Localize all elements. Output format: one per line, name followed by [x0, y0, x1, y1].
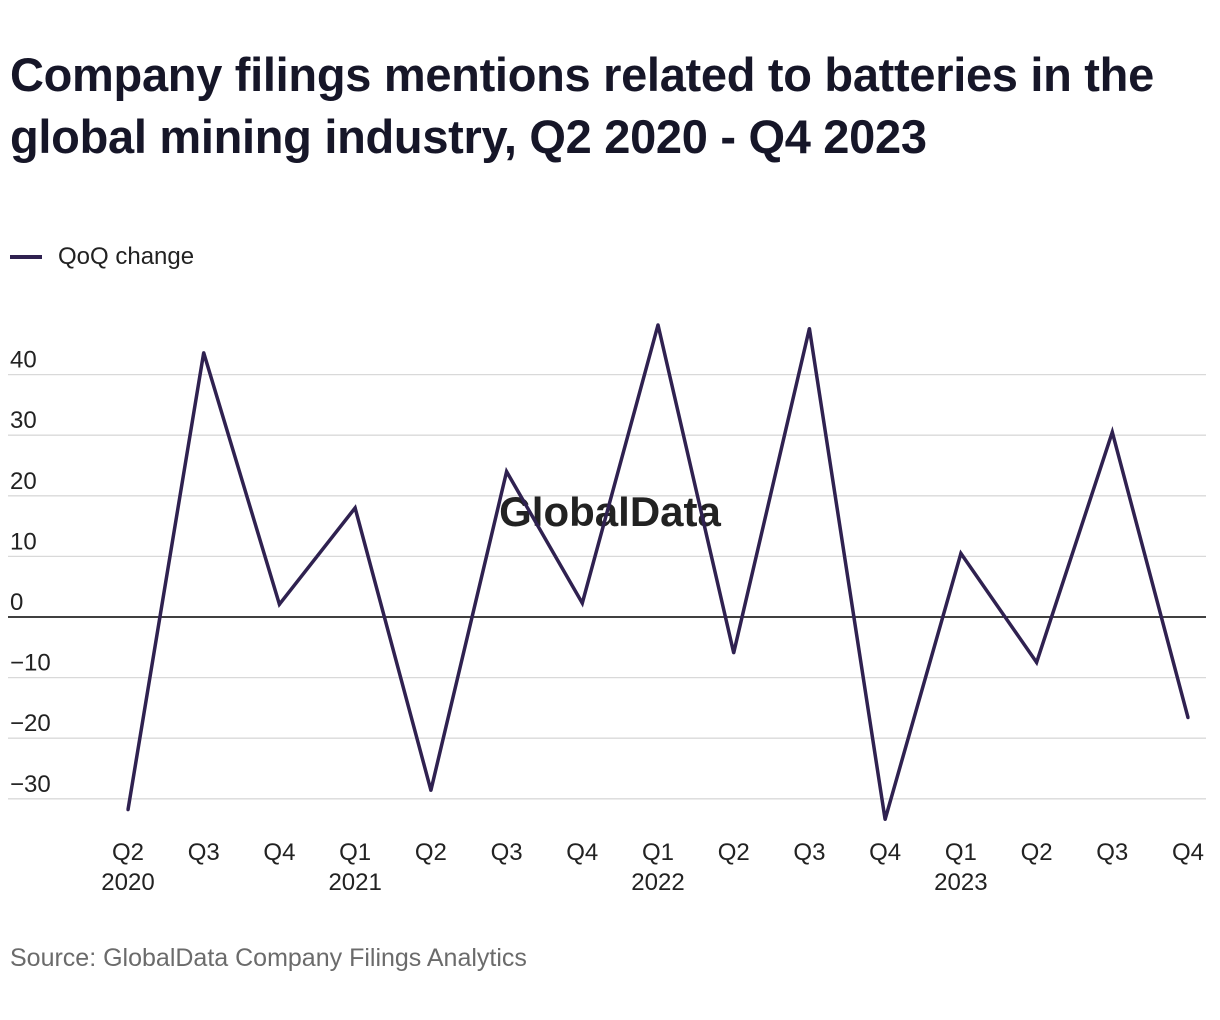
y-tick-label: 10 — [10, 528, 37, 555]
x-tick-label: Q2 — [112, 839, 144, 866]
x-tick-year-label: 2020 — [101, 869, 154, 896]
x-tick-label: Q1 — [339, 839, 371, 866]
y-gridlines — [8, 373, 1206, 800]
series-line-qoq-change — [126, 324, 1190, 820]
x-tick-year-label: 2021 — [328, 869, 381, 896]
data-point — [1110, 430, 1114, 434]
x-tick-label: Q3 — [793, 839, 825, 866]
data-point — [277, 602, 282, 606]
data-point — [959, 551, 963, 555]
x-tick-label: Q3 — [188, 839, 220, 866]
chart-title: Company filings mentions related to batt… — [10, 48, 1154, 163]
y-tick-label: −20 — [10, 710, 51, 737]
x-tick-label: Q3 — [1096, 839, 1128, 866]
y-axis-labels: 40 30 20 10 0 −10 −20 −30 — [10, 347, 51, 798]
data-point — [807, 326, 812, 331]
y-tick-label: 0 — [10, 589, 23, 616]
x-tick-label: Q4 — [869, 839, 901, 866]
data-point — [202, 351, 206, 355]
y-tick-label: 40 — [10, 347, 37, 374]
data-point — [580, 601, 584, 605]
x-tick-label: Q4 — [263, 839, 295, 866]
data-point — [126, 808, 130, 812]
legend-label: QoQ change — [58, 243, 195, 270]
data-point — [883, 817, 887, 822]
y-tick-label: 30 — [10, 407, 37, 434]
x-tick-label: Q2 — [1021, 839, 1053, 866]
data-point — [656, 323, 660, 327]
legend-swatch — [10, 255, 42, 259]
data-point — [429, 788, 433, 792]
y-tick-label: 20 — [10, 468, 37, 495]
x-tick-year-label: 2023 — [934, 869, 987, 896]
x-tick-label: Q4 — [1172, 839, 1204, 866]
x-tick-label: Q3 — [491, 839, 523, 866]
x-tick-label: Q4 — [566, 839, 598, 866]
data-point — [1186, 715, 1190, 720]
x-tick-label: Q1 — [945, 839, 977, 866]
series-points — [126, 323, 1190, 822]
x-tick-label: Q1 — [642, 839, 674, 866]
data-point — [504, 469, 509, 474]
data-point — [353, 506, 357, 510]
x-axis-labels: Q2 2020 Q3 Q4 Q1 2021 Q2 Q3 Q4 Q1 2022 Q2 Q3 Q4 Q1 2023… — [101, 839, 1204, 896]
legend: QoQ change — [10, 240, 194, 274]
y-tick-label: −30 — [10, 771, 51, 798]
x-tick-label: Q2 — [718, 839, 750, 866]
data-point — [1034, 660, 1039, 665]
x-tick-year-label: 2022 — [631, 869, 684, 896]
y-tick-label: −10 — [10, 650, 51, 677]
x-tick-label: Q2 — [415, 839, 447, 866]
data-point — [732, 651, 736, 655]
source-note: Source: GlobalData Company Filings Analy… — [10, 944, 527, 972]
